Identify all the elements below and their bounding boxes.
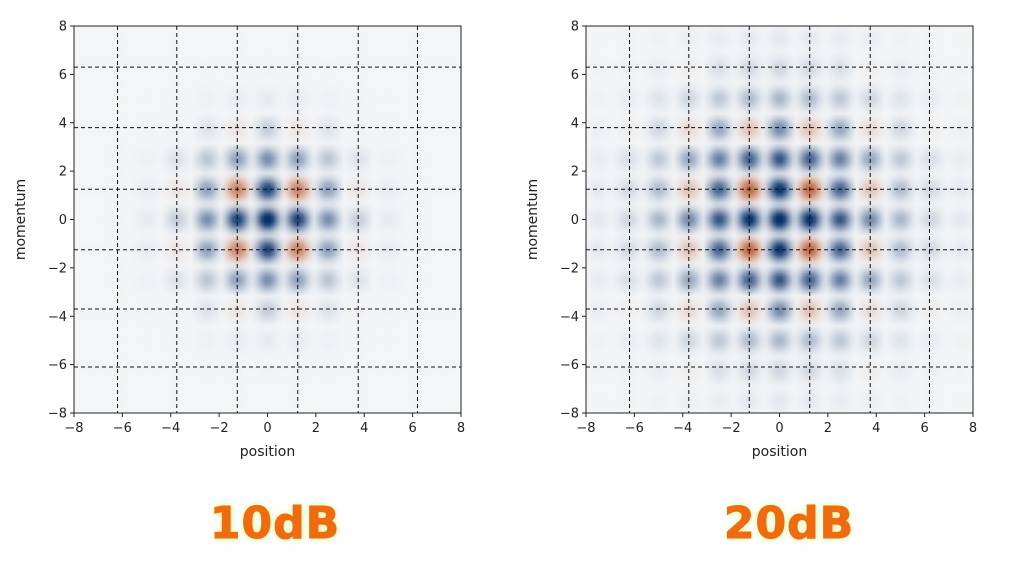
y-tick-label: 0 [59,213,67,228]
y-tick-label: 4 [571,116,579,131]
wigner-heatmap [74,26,461,413]
x-tick-label: −2 [722,421,741,436]
x-tick-label: −6 [113,421,132,436]
y-tick-label: −6 [48,358,67,373]
y-axis-label: momentum [525,179,541,260]
y-tick-label: −8 [48,407,67,422]
x-axis-label: position [240,444,295,460]
x-tick-label: 2 [312,421,320,436]
y-tick-label: −4 [48,310,67,325]
x-tick-label: 6 [408,421,416,436]
y-tick-label: −6 [560,358,579,373]
y-tick-label: −8 [560,407,579,422]
x-axis-label: position [752,444,807,460]
y-tick-label: 0 [571,213,579,228]
x-tick-label: 0 [775,421,783,436]
y-axis-label: momentum [13,179,29,260]
plot-panel-20db: −8 −6 −4 −2 0 2 4 6 8 −8 −6 −4 −2 0 2 4 6 8 position moment… [512,0,1024,576]
wigner-plot-20db: −8 −6 −4 −2 0 2 4 6 8 −8 −6 −4 −2 0 2 4 6 8 position moment… [525,20,977,461]
x-tick-label: 6 [920,421,928,436]
y-tick-label: 4 [59,116,67,131]
x-tick-label: −2 [210,421,229,436]
y-tick-label: 8 [571,20,579,35]
x-tick-label: 8 [457,421,465,436]
x-tick-label: −6 [625,421,644,436]
y-tick-label: 2 [59,165,67,180]
x-tick-label: 4 [360,421,368,436]
x-tick-label: 0 [263,421,271,436]
y-tick-label: 6 [571,68,579,83]
y-tick-label: 8 [59,20,67,35]
x-tick-label: −8 [576,421,595,436]
y-tick-label: −2 [48,261,67,276]
wigner-heatmap [586,26,973,413]
y-tick-label: −4 [560,310,579,325]
x-tick-label: −8 [64,421,83,436]
wigner-plot-10db: −8 −6 −4 −2 0 2 4 6 8 −8 −6 −4 −2 0 2 4 6 8 position moment… [13,20,465,461]
x-tick-label: 4 [872,421,880,436]
x-tick-label: −4 [161,421,180,436]
y-tick-label: 2 [571,165,579,180]
plot-panel-10db: −8 −6 −4 −2 0 2 4 6 8 −8 −6 −4 −2 0 2 4 6 8 position moment… [13,20,465,550]
caption-20db: 20dB [723,498,855,550]
y-tick-label: −2 [560,261,579,276]
caption-10db: 10dB [209,498,341,550]
x-tick-label: −4 [673,421,692,436]
y-tick-label: 6 [59,68,67,83]
x-tick-label: 2 [824,421,832,436]
x-tick-label: 8 [969,421,977,436]
